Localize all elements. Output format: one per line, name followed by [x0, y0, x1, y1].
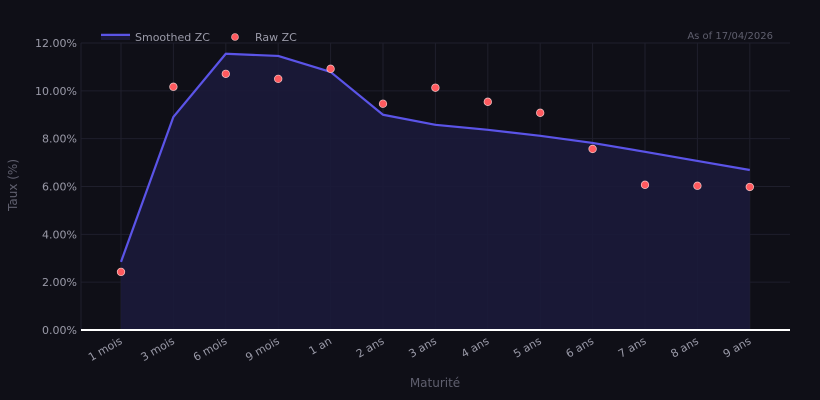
x-tick-label: 6 ans [564, 334, 597, 360]
raw-zc-point [745, 182, 754, 192]
y-tick-label: 2.00% [42, 276, 77, 289]
raw-zc-point [431, 83, 440, 92]
x-tick-label: 4 ans [459, 334, 492, 360]
raw-zc-point [588, 144, 597, 154]
x-tick-label: 1 an [307, 334, 334, 357]
y-tick-label: 12.00% [35, 37, 77, 50]
legend-area-swatch [101, 36, 130, 40]
raw-zc-point [640, 180, 650, 189]
x-tick-label: 9 ans [721, 334, 754, 360]
y-tick-label: 8.00% [42, 133, 77, 146]
x-tick-label: 6 mois [191, 334, 230, 364]
legend-marker-swatch [231, 33, 239, 41]
raw-zc-point [378, 99, 388, 108]
raw-zc-point [483, 97, 492, 106]
raw-zc-point [116, 267, 126, 277]
smoothed-area-fill [121, 53, 750, 330]
y-tick-label: 10.00% [35, 85, 77, 98]
y-axis-title: Taux (%) [6, 159, 20, 212]
x-tick-label: 1 mois [86, 334, 125, 364]
legend: Smoothed ZC Raw ZC [101, 31, 297, 44]
y-tick-label: 4.00% [42, 228, 77, 241]
x-tick-label: 9 mois [243, 334, 282, 364]
y-tick-label: 6.00% [42, 181, 77, 194]
legend-label-raw: Raw ZC [255, 31, 297, 44]
smoothed-line [119, 52, 750, 263]
raw-zc-point [536, 108, 545, 117]
raw-zc-point [693, 181, 702, 190]
x-tick-label: 3 ans [406, 334, 439, 360]
raw-zc-point [274, 74, 283, 84]
smoothed-area [121, 53, 750, 330]
x-tick-label: 7 ans [616, 334, 649, 360]
x-tick-label: 8 ans [668, 334, 701, 360]
legend-label-smoothed: Smoothed ZC [135, 31, 210, 44]
smoothed-zc-line [119, 52, 750, 263]
raw-markers [116, 64, 754, 277]
x-axis-title: Maturité [410, 376, 460, 390]
x-tick-label: 5 ans [511, 334, 544, 360]
x-tick-label: 2 ans [354, 334, 387, 360]
y-tick-label: 0.00% [42, 324, 77, 337]
x-tick-label: 3 mois [139, 334, 178, 364]
as-of-date: As of 17/04/2026 [687, 31, 773, 42]
raw-zc-point [326, 64, 335, 73]
raw-zc-point [169, 82, 178, 91]
raw-zc-point [221, 69, 230, 79]
